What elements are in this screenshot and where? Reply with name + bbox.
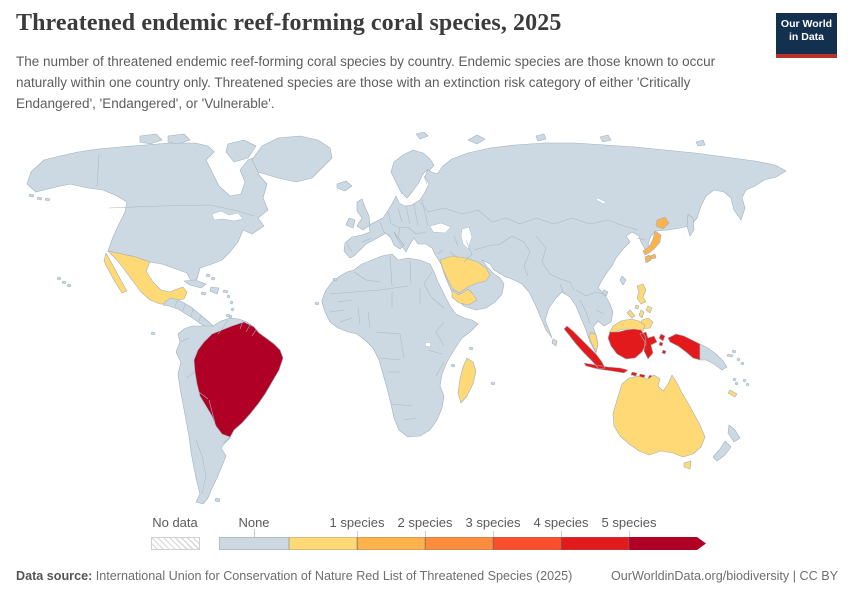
legend-bin-more[interactable] [629,537,706,550]
hainan-island [601,289,609,297]
region-central-america[interactable] [162,297,214,330]
world-map [0,131,850,512]
arctic-islands [139,133,257,163]
license-label: CC BY [799,569,839,583]
country-borders [96,153,646,495]
legend-label-no-data: No data [152,515,198,530]
country-new-zealand[interactable] [712,424,741,462]
legend-seam [493,531,494,550]
legend-bin-4[interactable] [493,537,561,550]
country-australia-tasmania[interactable] [683,460,692,470]
country-malaysia[interactable] [588,318,646,353]
country-taiwan[interactable] [619,275,627,286]
legend-seam [357,531,358,550]
great-lakes [211,210,244,222]
country-mexico[interactable] [107,250,188,305]
legend-bin-2[interactable] [357,537,425,550]
country-saudi-arabia[interactable] [439,255,491,294]
legend-label-1-species: 1 species [329,515,385,530]
country-cuba[interactable] [183,279,207,289]
legend-none-tick [254,529,255,537]
country-iceland[interactable] [336,180,353,192]
footer-separator: | [789,569,800,583]
legend-bin-none[interactable] [219,537,289,550]
caspian-sea [460,226,473,250]
country-hispaniola[interactable] [209,286,220,295]
country-papua-new-guinea[interactable] [699,343,728,371]
country-united-kingdom[interactable] [356,198,371,231]
melanesia-islands [726,349,750,387]
legend-seam [561,531,562,550]
country-africa[interactable] [321,253,479,438]
country-australia[interactable] [612,374,706,458]
pacific-islands [28,193,156,336]
data-source-label: Data source: [16,569,93,583]
data-source-text: International Union for Conservation of … [92,569,573,583]
country-greenland[interactable] [251,135,333,183]
legend-bin-3[interactable] [425,537,493,550]
sakhalin-island [686,213,695,237]
indian-ocean-islands [314,277,496,386]
owid-logo[interactable]: Our World in Data [776,13,837,58]
country-mexico-baja[interactable] [103,252,128,294]
country-madagascar[interactable] [457,357,477,404]
owid-logo-line1: Our World [780,18,833,30]
legend-color-bar [219,537,706,550]
legend-label-none: None [238,515,270,530]
russian-arctic-islands [415,131,706,147]
country-new-caledonia[interactable] [727,389,738,398]
country-sri-lanka[interactable] [551,338,558,347]
legend-label-5-species: 5 species [601,515,657,530]
legend-bin-5[interactable] [561,537,629,550]
legend-seam [629,531,630,550]
country-north-america[interactable] [26,142,269,284]
country-ireland[interactable] [345,217,356,229]
legend-label-2-species: 2 species [397,515,453,530]
lake-baikal [595,197,607,205]
legend-seam [425,531,426,550]
chart-subtitle: The number of threatened endemic reef-fo… [16,54,716,111]
country-philippines[interactable] [626,283,654,330]
black-sea [429,222,452,234]
country-yemen[interactable] [451,288,478,306]
country-indonesia[interactable] [563,325,701,382]
owid-url-link[interactable]: OurWorldinData.org/biodiversity [610,569,790,583]
legend-label-4-species: 4 species [533,515,589,530]
page-title: Threatened endemic reef-forming coral sp… [16,10,562,36]
falkland-islands [214,497,221,503]
country-japan[interactable] [642,216,670,264]
legend-bin-1[interactable] [289,537,357,550]
caribbean-islands [200,273,235,319]
legend-label-3-species: 3 species [465,515,521,530]
choropleth-svg [26,131,787,505]
legend-no-data-swatch[interactable] [151,537,200,550]
owid-logo-line2: in Data [788,31,824,43]
lake-victoria [424,341,432,348]
